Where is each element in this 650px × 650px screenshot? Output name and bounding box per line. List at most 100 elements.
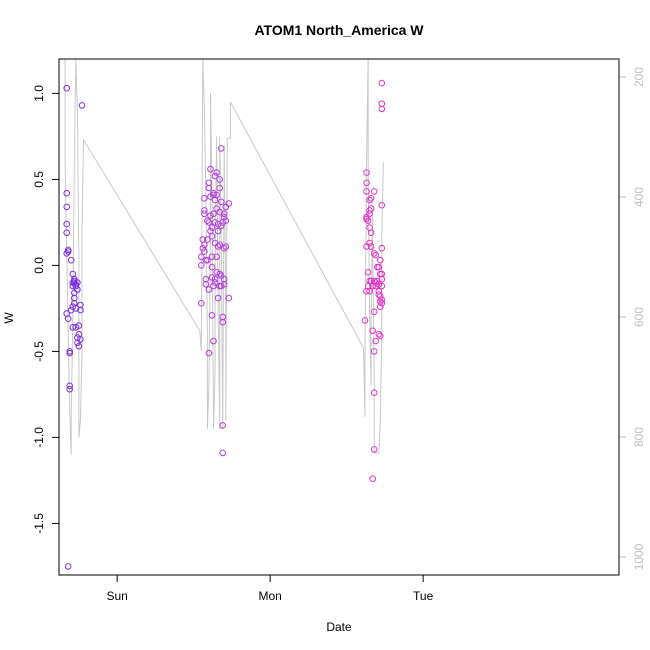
data-point — [220, 210, 228, 218]
right-y-tick-label: 800 — [632, 427, 646, 447]
data-point — [201, 207, 208, 214]
data-point — [222, 217, 230, 224]
data-point — [74, 339, 81, 347]
data-point — [366, 207, 373, 214]
data-point — [216, 176, 223, 183]
data-point — [207, 165, 214, 173]
data-point — [216, 241, 223, 249]
data-point — [66, 382, 73, 390]
data-point — [377, 256, 384, 264]
data-point — [370, 389, 378, 397]
data-point — [64, 563, 72, 570]
data-point — [366, 196, 373, 204]
data-point — [363, 188, 370, 195]
data-point — [216, 270, 223, 278]
data-point — [217, 222, 225, 230]
data-point — [370, 188, 378, 195]
data-point — [63, 220, 70, 228]
data-point — [78, 102, 86, 109]
data-point — [63, 229, 70, 236]
data-point — [199, 244, 207, 252]
data-point — [219, 449, 226, 457]
data-point — [75, 322, 83, 329]
data-point — [201, 248, 208, 255]
data-point — [375, 291, 383, 298]
data-point — [213, 191, 220, 199]
data-point — [216, 208, 223, 216]
right-y-tick-label: 1000 — [632, 543, 646, 570]
data-point — [367, 195, 375, 202]
data-point — [225, 200, 233, 207]
data-point — [74, 279, 81, 286]
data-point — [210, 282, 217, 290]
y-tick-label: 0.5 — [32, 171, 46, 188]
right-y-tick-label: 400 — [632, 187, 646, 207]
data-point — [367, 243, 375, 250]
data-point — [198, 299, 205, 307]
plot-frame — [58, 58, 620, 576]
data-point — [363, 179, 370, 187]
data-point — [222, 243, 230, 250]
data-point — [220, 244, 228, 252]
chart-title: ATOM1 North_America W — [254, 22, 424, 38]
data-point — [71, 279, 78, 286]
data-point — [210, 210, 217, 218]
data-point — [208, 312, 216, 319]
data-point — [366, 239, 373, 247]
data-point — [378, 105, 386, 113]
data-point — [378, 282, 386, 290]
data-point — [211, 275, 219, 283]
y-tick-label: 1.0 — [32, 85, 46, 102]
data-point — [369, 327, 377, 335]
data-point — [378, 79, 386, 87]
data-point — [372, 337, 380, 345]
data-point — [201, 195, 208, 202]
data-point — [378, 296, 386, 304]
data-point — [377, 303, 384, 311]
data-point — [75, 342, 83, 350]
data-point — [214, 227, 222, 235]
data-point — [211, 279, 219, 286]
data-point — [378, 244, 386, 252]
data-point — [364, 217, 372, 224]
data-point — [363, 215, 370, 223]
data-point — [77, 306, 84, 314]
data-point — [202, 281, 210, 288]
y-axis-label: W — [2, 312, 16, 324]
right-y-tick-label: 200 — [632, 67, 646, 87]
x-tick-label: Tue — [413, 589, 434, 603]
data-point — [213, 253, 220, 261]
data-point — [214, 294, 222, 302]
data-point — [201, 241, 208, 249]
data-point — [377, 293, 384, 300]
data-point — [69, 324, 77, 331]
right-y-tick-label: 600 — [632, 307, 646, 327]
data-point — [374, 277, 381, 285]
y-tick-label: -1.5 — [32, 513, 46, 534]
data-point — [77, 301, 84, 309]
data-point — [204, 256, 211, 264]
data-point — [219, 318, 226, 326]
x-tick-label: Mon — [258, 589, 281, 603]
data-point — [63, 203, 70, 211]
data-point — [210, 337, 217, 345]
data-point — [205, 349, 213, 357]
data-point — [220, 213, 228, 221]
data-point — [217, 145, 225, 152]
data-point — [370, 446, 378, 453]
data-point — [64, 248, 72, 255]
data-point — [205, 219, 213, 226]
y-tick-label: -0.5 — [32, 341, 46, 362]
data-point — [367, 205, 375, 212]
data-point — [64, 315, 72, 323]
x-axis-label: Date — [326, 620, 352, 634]
data-point — [205, 286, 213, 293]
y-tick-label: -1.0 — [32, 427, 46, 448]
data-point — [201, 210, 208, 218]
data-point — [220, 281, 228, 288]
data-point — [205, 179, 213, 187]
data-point — [72, 282, 80, 290]
y-tick-label: 0.0 — [32, 257, 46, 274]
data-point — [204, 217, 211, 224]
